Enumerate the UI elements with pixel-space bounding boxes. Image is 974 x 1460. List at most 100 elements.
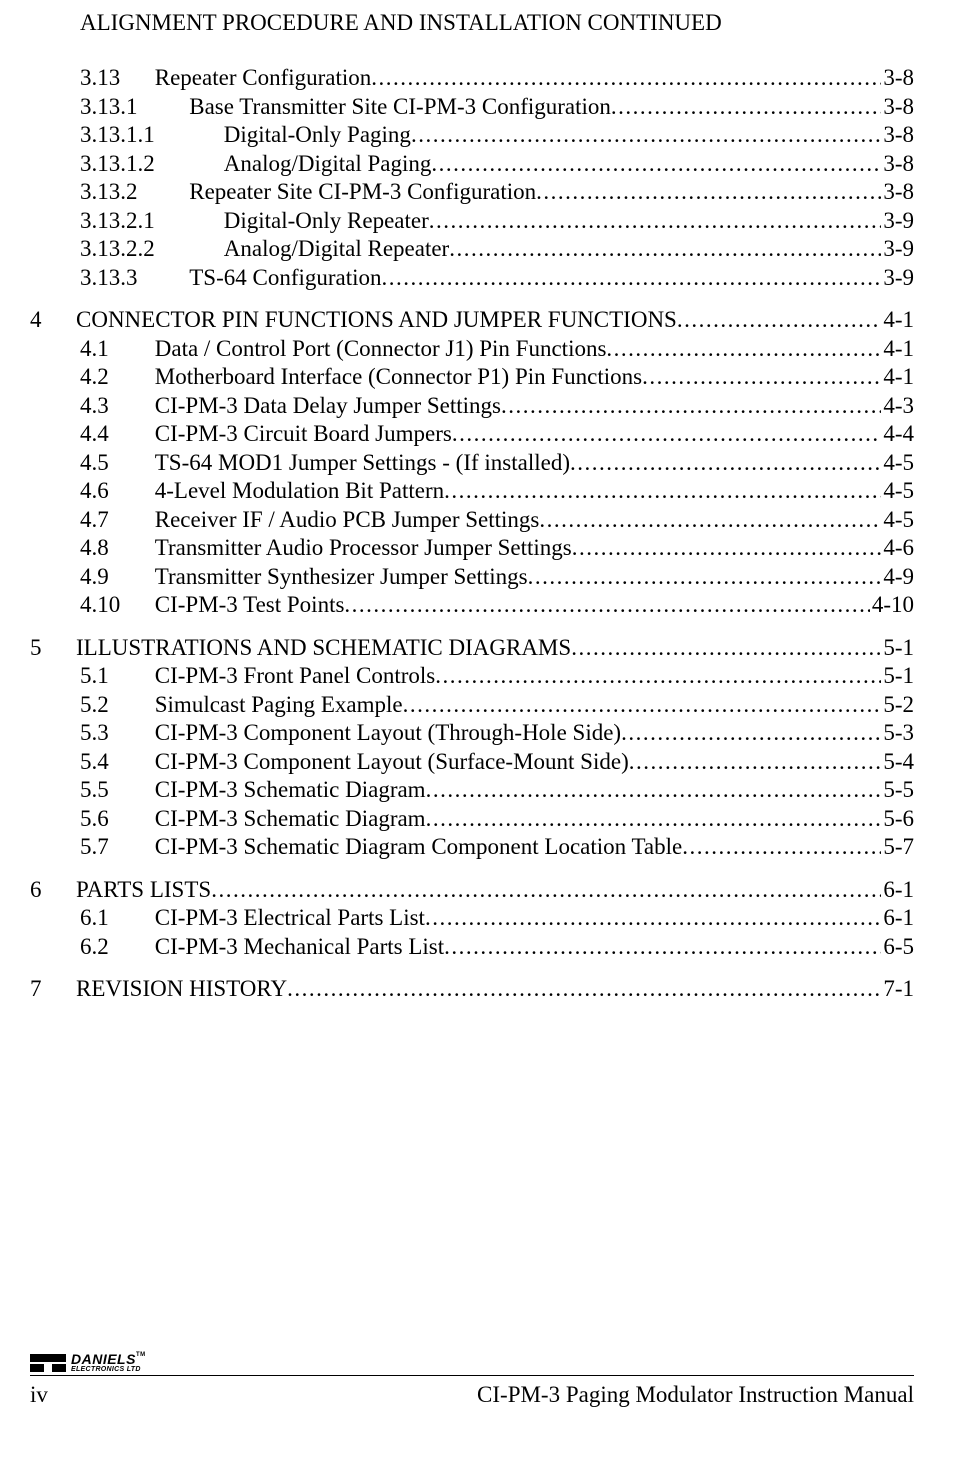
toc-number: 3.13.2.2: [80, 235, 224, 264]
toc-leader: [344, 591, 869, 620]
toc-leader: [570, 449, 881, 478]
toc-entry: 4.6 4-Level Modulation Bit Pattern 4-5: [80, 477, 914, 506]
footer-logo: DANIELSTM ELECTRONICS LTD: [30, 1352, 914, 1373]
toc-leader: [411, 121, 881, 150]
toc-page: 5-4: [881, 748, 914, 777]
toc-number: 7: [30, 975, 76, 1004]
toc-entry: 7 REVISION HISTORY 7-1: [30, 975, 914, 1004]
toc-number: 5.1: [80, 662, 155, 691]
toc-page: 7-1: [881, 975, 914, 1004]
toc-page: 3-9: [881, 264, 914, 293]
toc-number: 3.13.1.2: [80, 150, 224, 179]
toc-number: 4: [30, 306, 76, 335]
toc-entry: 5.3 CI-PM-3 Component Layout (Through-Ho…: [80, 719, 914, 748]
toc-leader: [211, 876, 881, 905]
toc-page: 5-7: [881, 833, 914, 862]
toc-title: Transmitter Audio Processor Jumper Setti…: [155, 534, 572, 563]
toc-page: 3-8: [881, 121, 914, 150]
toc-leader: [528, 563, 882, 592]
toc-number: 5.7: [80, 833, 155, 862]
toc-title: CI-PM-3 Schematic Diagram Component Loca…: [155, 833, 682, 862]
toc-title: Transmitter Synthesizer Jumper Settings: [155, 563, 528, 592]
toc-leader: [536, 178, 881, 207]
toc-leader: [452, 420, 882, 449]
continued-heading: ALIGNMENT PROCEDURE AND INSTALLATION CON…: [80, 10, 914, 36]
toc-entry: 3.13.3 TS-64 Configuration 3-9: [80, 264, 914, 293]
toc-page: 6-1: [881, 876, 914, 905]
toc-page: 3-8: [881, 178, 914, 207]
toc-number: 6: [30, 876, 76, 905]
toc-leader: [287, 975, 881, 1004]
toc-page: 4-5: [881, 506, 914, 535]
toc-title: Receiver IF / Audio PCB Jumper Settings: [155, 506, 540, 535]
logo-mark: [30, 1354, 66, 1372]
toc-title: Digital-Only Paging: [224, 121, 411, 150]
toc-page: 4-3: [881, 392, 914, 421]
toc-entry: 6.2 CI-PM-3 Mechanical Parts List 6-5: [80, 933, 914, 962]
toc-page: 6-1: [881, 904, 914, 933]
toc-page: 3-8: [881, 64, 914, 93]
toc-title: Repeater Configuration: [155, 64, 372, 93]
toc-number: 5.4: [80, 748, 155, 777]
toc-title: CI-PM-3 Circuit Board Jumpers: [155, 420, 452, 449]
toc-leader: [611, 93, 881, 122]
toc-page: 6-5: [881, 933, 914, 962]
toc-entry: 4.4 CI-PM-3 Circuit Board Jumpers 4-4: [80, 420, 914, 449]
toc-leader: [606, 335, 881, 364]
toc-entry: 4.7 Receiver IF / Audio PCB Jumper Setti…: [80, 506, 914, 535]
toc-title: Data / Control Port (Connector J1) Pin F…: [155, 335, 607, 364]
toc-title: TS-64 Configuration: [189, 264, 381, 293]
toc-page: 4-1: [881, 335, 914, 364]
toc-page: 4-1: [881, 363, 914, 392]
toc-entry: 5.1 CI-PM-3 Front Panel Controls 5-1: [80, 662, 914, 691]
toc-number: 4.10: [80, 591, 155, 620]
toc-title: Motherboard Interface (Connector P1) Pin…: [155, 363, 642, 392]
toc-page: 5-6: [881, 805, 914, 834]
toc-entry: 3.13.1 Base Transmitter Site CI-PM-3 Con…: [80, 93, 914, 122]
toc-leader: [629, 748, 882, 777]
toc-block: 3.13 Repeater Configuration 3-83.13.1 Ba…: [30, 64, 914, 292]
toc-number: 4.1: [80, 335, 155, 364]
toc-entry: 5 ILLUSTRATIONS AND SCHEMATIC DIAGRAMS 5…: [30, 634, 914, 663]
toc-entry: 4.5 TS-64 MOD1 Jumper Settings - (If ins…: [80, 449, 914, 478]
toc-number: 5.6: [80, 805, 155, 834]
toc-leader: [449, 235, 881, 264]
footer-page-number: iv: [30, 1382, 48, 1408]
logo-subtitle: ELECTRONICS LTD: [71, 1366, 146, 1373]
page-footer: DANIELSTM ELECTRONICS LTD iv CI-PM-3 Pag…: [30, 1352, 914, 1408]
toc-page: 4-4: [881, 420, 914, 449]
toc-leader: [501, 392, 881, 421]
toc-title: PARTS LISTS: [76, 876, 211, 905]
toc-leader: [435, 662, 881, 691]
toc-entry: 5.4 CI-PM-3 Component Layout (Surface-Mo…: [80, 748, 914, 777]
toc-number: 3.13: [80, 64, 155, 93]
toc-entry: 5.5 CI-PM-3 Schematic Diagram 5-5: [80, 776, 914, 805]
toc-number: 5.3: [80, 719, 155, 748]
toc-page: 3-8: [881, 93, 914, 122]
toc-number: 3.13.1: [80, 93, 189, 122]
toc-entry: 6 PARTS LISTS 6-1: [30, 876, 914, 905]
toc-entry: 3.13.1.1 Digital-Only Paging 3-8: [80, 121, 914, 150]
toc-title: Analog/Digital Repeater: [224, 235, 449, 264]
toc-block: 6 PARTS LISTS 6-16.1 CI-PM-3 Electrical …: [30, 876, 914, 962]
toc-leader: [444, 477, 881, 506]
toc-page: 4-6: [881, 534, 914, 563]
toc-number: 5.5: [80, 776, 155, 805]
toc-title: CI-PM-3 Component Layout (Through-Hole S…: [155, 719, 621, 748]
toc-block: 7 REVISION HISTORY 7-1: [30, 975, 914, 1004]
toc-title: ILLUSTRATIONS AND SCHEMATIC DIAGRAMS: [76, 634, 571, 663]
toc-leader: [426, 776, 882, 805]
toc-page: 5-1: [881, 662, 914, 691]
toc-leader: [444, 933, 881, 962]
toc-page: 4-9: [881, 563, 914, 592]
toc-leader: [572, 534, 882, 563]
toc-entry: 4.8 Transmitter Audio Processor Jumper S…: [80, 534, 914, 563]
toc-entry: 5.6 CI-PM-3 Schematic Diagram 5-6: [80, 805, 914, 834]
toc-number: 4.9: [80, 563, 155, 592]
toc-title: REVISION HISTORY: [76, 975, 287, 1004]
toc-number: 5: [30, 634, 76, 663]
toc-page: 5-3: [881, 719, 914, 748]
toc-title: Analog/Digital Paging: [224, 150, 432, 179]
toc-page: 5-1: [881, 634, 914, 663]
toc-page: 3-9: [881, 207, 914, 236]
